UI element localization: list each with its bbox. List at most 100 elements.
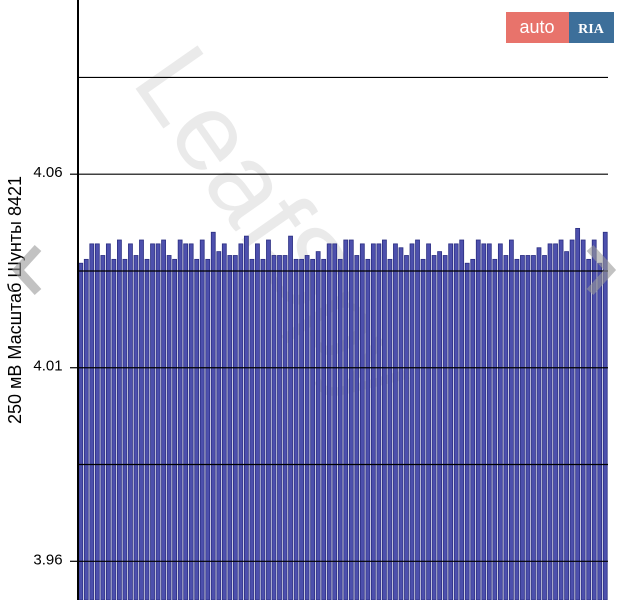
bar [602, 231, 608, 600]
bar [486, 243, 492, 600]
y-axis-label: 250 мВ Масштаб Шунты 8421 [5, 176, 25, 424]
y-tick-label: 3.96 [33, 551, 62, 568]
bar [525, 255, 531, 600]
bar [415, 239, 420, 600]
bar [304, 255, 310, 600]
bar [155, 243, 161, 600]
bar [277, 255, 282, 600]
logo-left-bg [506, 12, 569, 43]
bar [475, 239, 481, 600]
bar [238, 243, 244, 600]
bar [497, 243, 503, 600]
bar [210, 231, 216, 600]
bar [393, 243, 398, 600]
bar [293, 258, 299, 600]
bar [117, 239, 122, 600]
bar [122, 258, 128, 600]
bar [177, 239, 183, 600]
bar [464, 262, 470, 600]
bar [370, 243, 376, 600]
bar [481, 243, 487, 600]
bar [315, 251, 321, 600]
bar [404, 255, 409, 600]
bar [221, 243, 227, 600]
logo-left: auto [519, 17, 554, 37]
bar [194, 258, 200, 600]
bar [420, 258, 426, 600]
bar [144, 258, 150, 600]
bar [542, 255, 547, 600]
bar [150, 243, 155, 600]
bar [78, 262, 84, 600]
bar [453, 243, 459, 600]
bar [564, 251, 569, 600]
bar [232, 255, 238, 600]
bar [520, 255, 525, 600]
logo-right: RIA [578, 22, 605, 37]
bar [337, 258, 343, 600]
bar [299, 258, 304, 600]
bar [569, 239, 575, 600]
bar [249, 258, 255, 600]
bar [321, 258, 327, 600]
logo-right-bg [569, 12, 614, 43]
bar [266, 239, 271, 600]
bar [359, 243, 365, 600]
bar [183, 243, 189, 600]
bar [310, 258, 316, 600]
bar [387, 258, 393, 600]
bar [508, 239, 514, 600]
bar [83, 258, 89, 600]
bar [448, 243, 454, 600]
bar [105, 243, 111, 600]
bar [597, 262, 603, 600]
bar [470, 258, 476, 600]
bar [575, 227, 581, 600]
bar [216, 251, 222, 600]
bar [492, 258, 498, 600]
bar [536, 247, 542, 600]
bar [166, 255, 172, 600]
nav-right [586, 244, 617, 296]
bar [260, 258, 266, 600]
bar [128, 243, 133, 600]
nav-left [11, 244, 42, 296]
bar [591, 239, 597, 600]
bar [139, 239, 144, 600]
bar [348, 239, 354, 600]
bar [459, 239, 465, 600]
bar [288, 235, 293, 600]
bar [271, 255, 277, 600]
bar [100, 255, 106, 600]
bar [282, 255, 288, 600]
bar [409, 243, 415, 600]
bar [531, 255, 536, 600]
bar [514, 258, 520, 600]
bar [133, 255, 139, 600]
bar [161, 239, 166, 600]
bar [343, 239, 349, 600]
bar [365, 258, 371, 600]
bar [227, 255, 233, 600]
bar [326, 243, 332, 600]
bar [243, 235, 249, 600]
bar [188, 243, 194, 600]
bar [586, 258, 592, 600]
y-tick-label: 4.01 [33, 358, 62, 375]
bar [94, 243, 100, 600]
bar [547, 243, 553, 600]
bar [437, 251, 443, 600]
bar [111, 258, 117, 600]
bar [376, 243, 382, 600]
bar [503, 255, 509, 600]
bar [442, 255, 448, 600]
bar [553, 243, 558, 600]
bar [255, 243, 260, 600]
bar [580, 239, 586, 600]
bar [426, 243, 431, 600]
bar [431, 255, 437, 600]
bar [354, 255, 360, 600]
bar [332, 243, 338, 600]
y-tick-label: 4.06 [33, 164, 62, 181]
